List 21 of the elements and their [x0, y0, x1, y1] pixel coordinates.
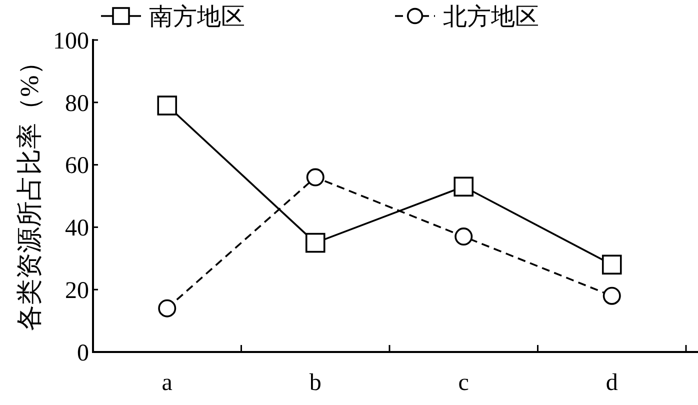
point: [158, 299, 176, 318]
y-tick-label: 80: [65, 90, 89, 117]
x-tick-label: a: [162, 370, 173, 396]
y-tick-label: 20: [65, 278, 89, 304]
point: [602, 254, 622, 275]
point: [157, 96, 178, 116]
legend-label: 南方地区: [149, 4, 245, 31]
x-tick-label: c: [458, 370, 469, 396]
y-tick-label: 60: [65, 153, 89, 180]
x-tick-label: d: [606, 370, 618, 396]
y-tick-label: 100: [53, 28, 89, 54]
legend-label: 北方地区: [443, 4, 539, 31]
y-tick-label: 40: [65, 216, 89, 242]
x-tick-label: b: [309, 370, 322, 396]
point: [602, 286, 621, 305]
point: [306, 168, 324, 186]
point: [454, 228, 473, 246]
y-axis-title: 各类资源所占比率（%）: [15, 49, 44, 331]
y-tick-label: 0: [77, 340, 89, 366]
point: [454, 176, 474, 197]
point: [305, 232, 326, 253]
